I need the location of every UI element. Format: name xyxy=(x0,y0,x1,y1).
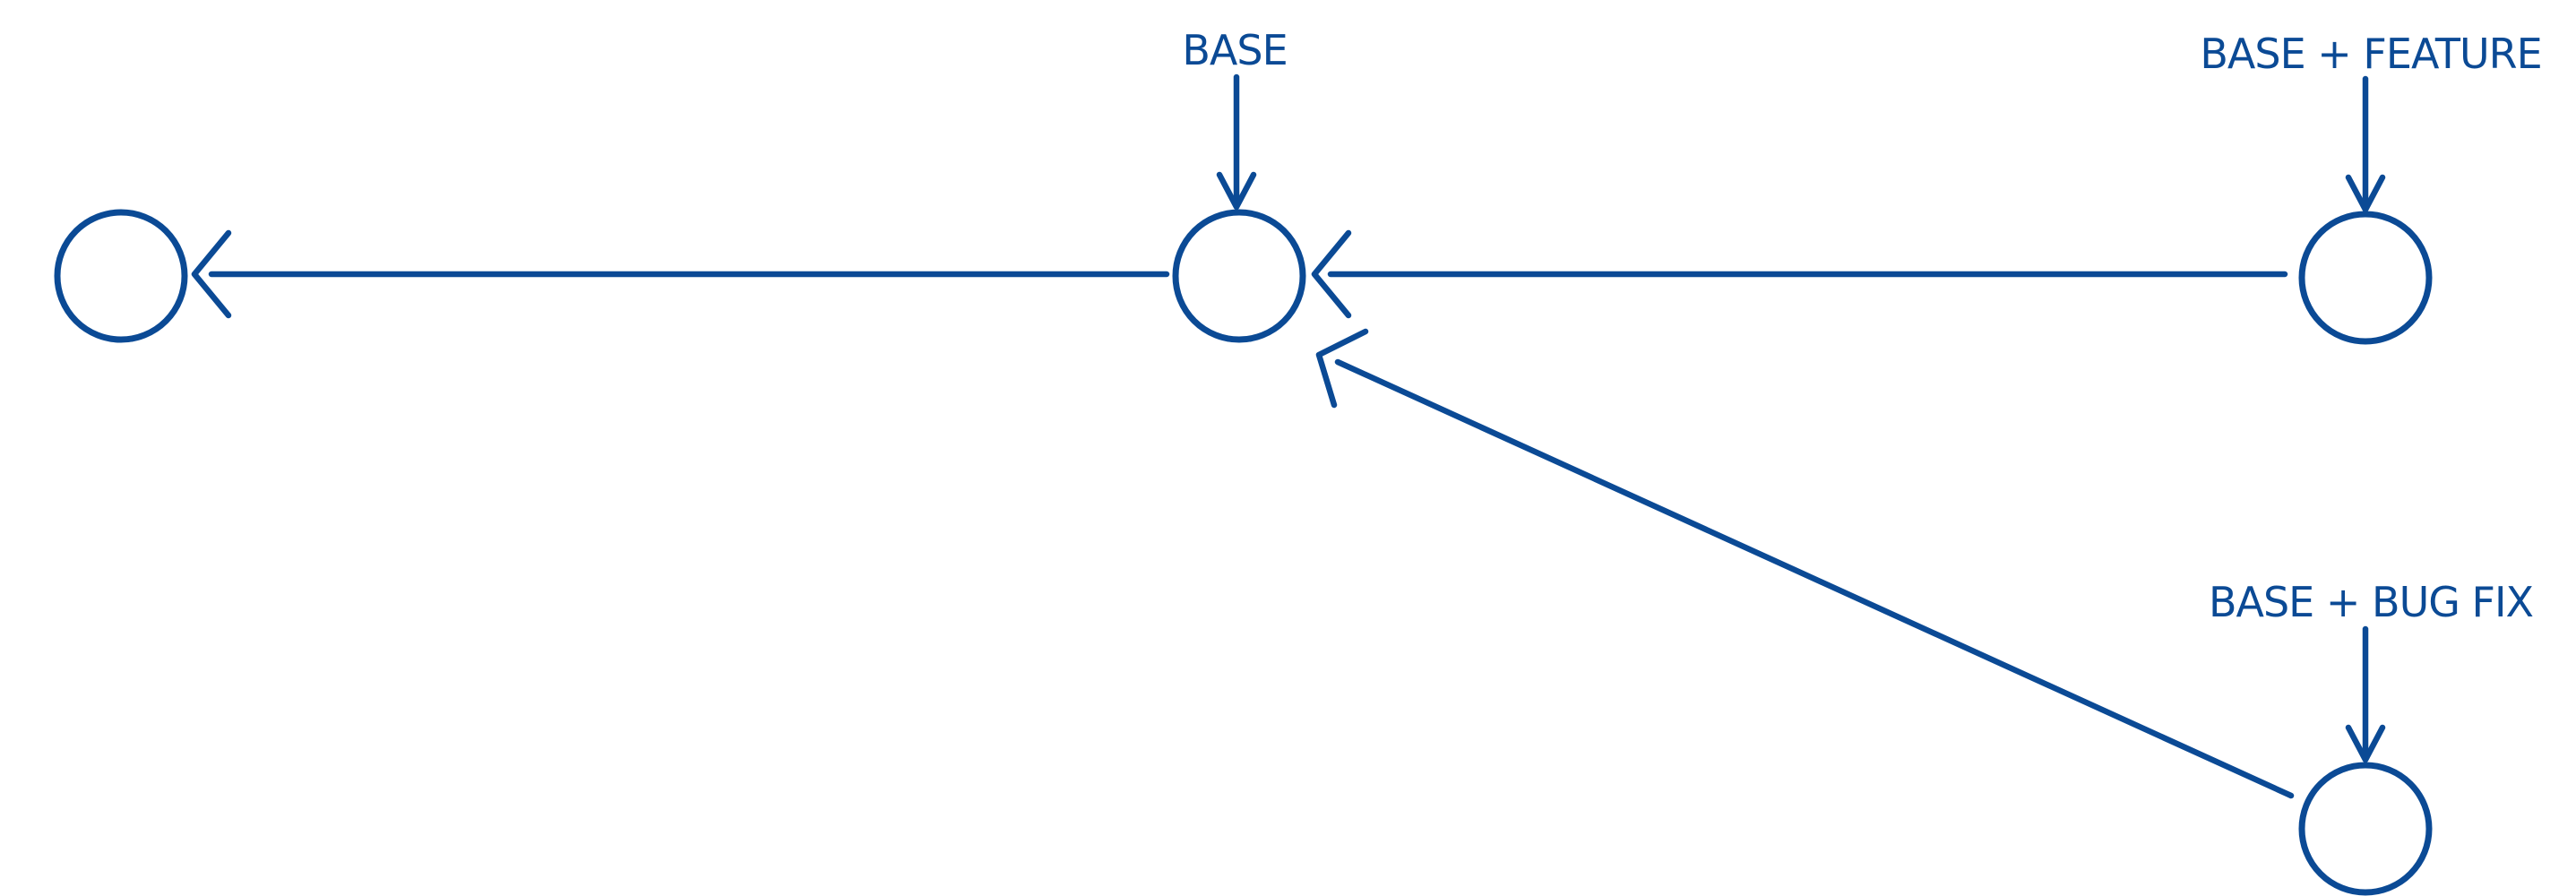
arrowhead-icon xyxy=(191,229,232,319)
edge-line xyxy=(1334,358,2295,799)
commit-node-base xyxy=(1172,209,1306,343)
label-bugfix-group: BASE + BUG FIX xyxy=(2209,578,2535,763)
edge-feature-to-base xyxy=(1311,229,2288,319)
edge-bugfix-to-base xyxy=(1315,328,2295,799)
commit-node-feature xyxy=(2298,211,2433,345)
arrowhead-icon xyxy=(1311,229,1352,319)
pointer-arrow-icon xyxy=(1216,171,1257,211)
label-base-group: BASE xyxy=(1182,26,1288,211)
label-feature-group: BASE + FEATURE xyxy=(2200,30,2543,213)
commit-node-1 xyxy=(54,209,188,343)
edge-base-to-commit-1 xyxy=(191,229,1170,319)
pointer-arrow-icon xyxy=(2345,174,2386,213)
arrowhead-icon xyxy=(1315,328,1369,409)
pointer-arrow-icon xyxy=(2345,724,2386,763)
commit-node-bugfix xyxy=(2298,762,2433,896)
label-base: BASE xyxy=(1182,26,1287,74)
label-base-bugfix: BASE + BUG FIX xyxy=(2209,578,2534,626)
label-base-feature: BASE + FEATURE xyxy=(2200,30,2541,78)
